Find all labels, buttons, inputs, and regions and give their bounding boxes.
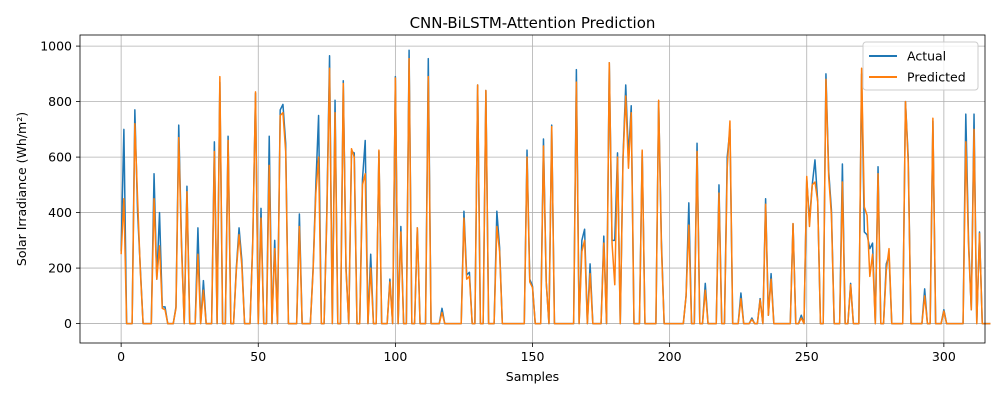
x-tick-label: 100 — [383, 349, 407, 364]
x-axis-label: Samples — [506, 369, 559, 384]
series-line-predicted — [120, 57, 991, 325]
y-tick-label: 800 — [48, 94, 72, 109]
x-tick-label: 150 — [521, 349, 545, 364]
chart-title: CNN-BiLSTM-Attention Prediction — [410, 14, 656, 32]
ticks: 0 50 100 150 200 250 300 0 200 400 600 800 1000 — [40, 39, 956, 364]
y-tick-label: 400 — [48, 205, 72, 220]
series-layer — [120, 49, 991, 325]
y-tick-label: 0 — [64, 316, 72, 331]
y-tick-label: 1000 — [40, 39, 72, 54]
x-tick-label: 300 — [932, 349, 956, 364]
y-axis-label: Solar Irradiance (Wh/m²) — [14, 112, 29, 266]
legend-label-actual: Actual — [907, 49, 946, 64]
x-tick-label: 250 — [795, 349, 819, 364]
y-tick-label: 200 — [48, 261, 72, 276]
legend: Actual Predicted — [862, 41, 979, 91]
y-tick-label: 600 — [48, 150, 72, 165]
x-tick-label: 0 — [117, 349, 125, 364]
x-tick-label: 50 — [250, 349, 266, 364]
x-tick-label: 200 — [658, 349, 682, 364]
legend-label-predicted: Predicted — [907, 70, 966, 85]
